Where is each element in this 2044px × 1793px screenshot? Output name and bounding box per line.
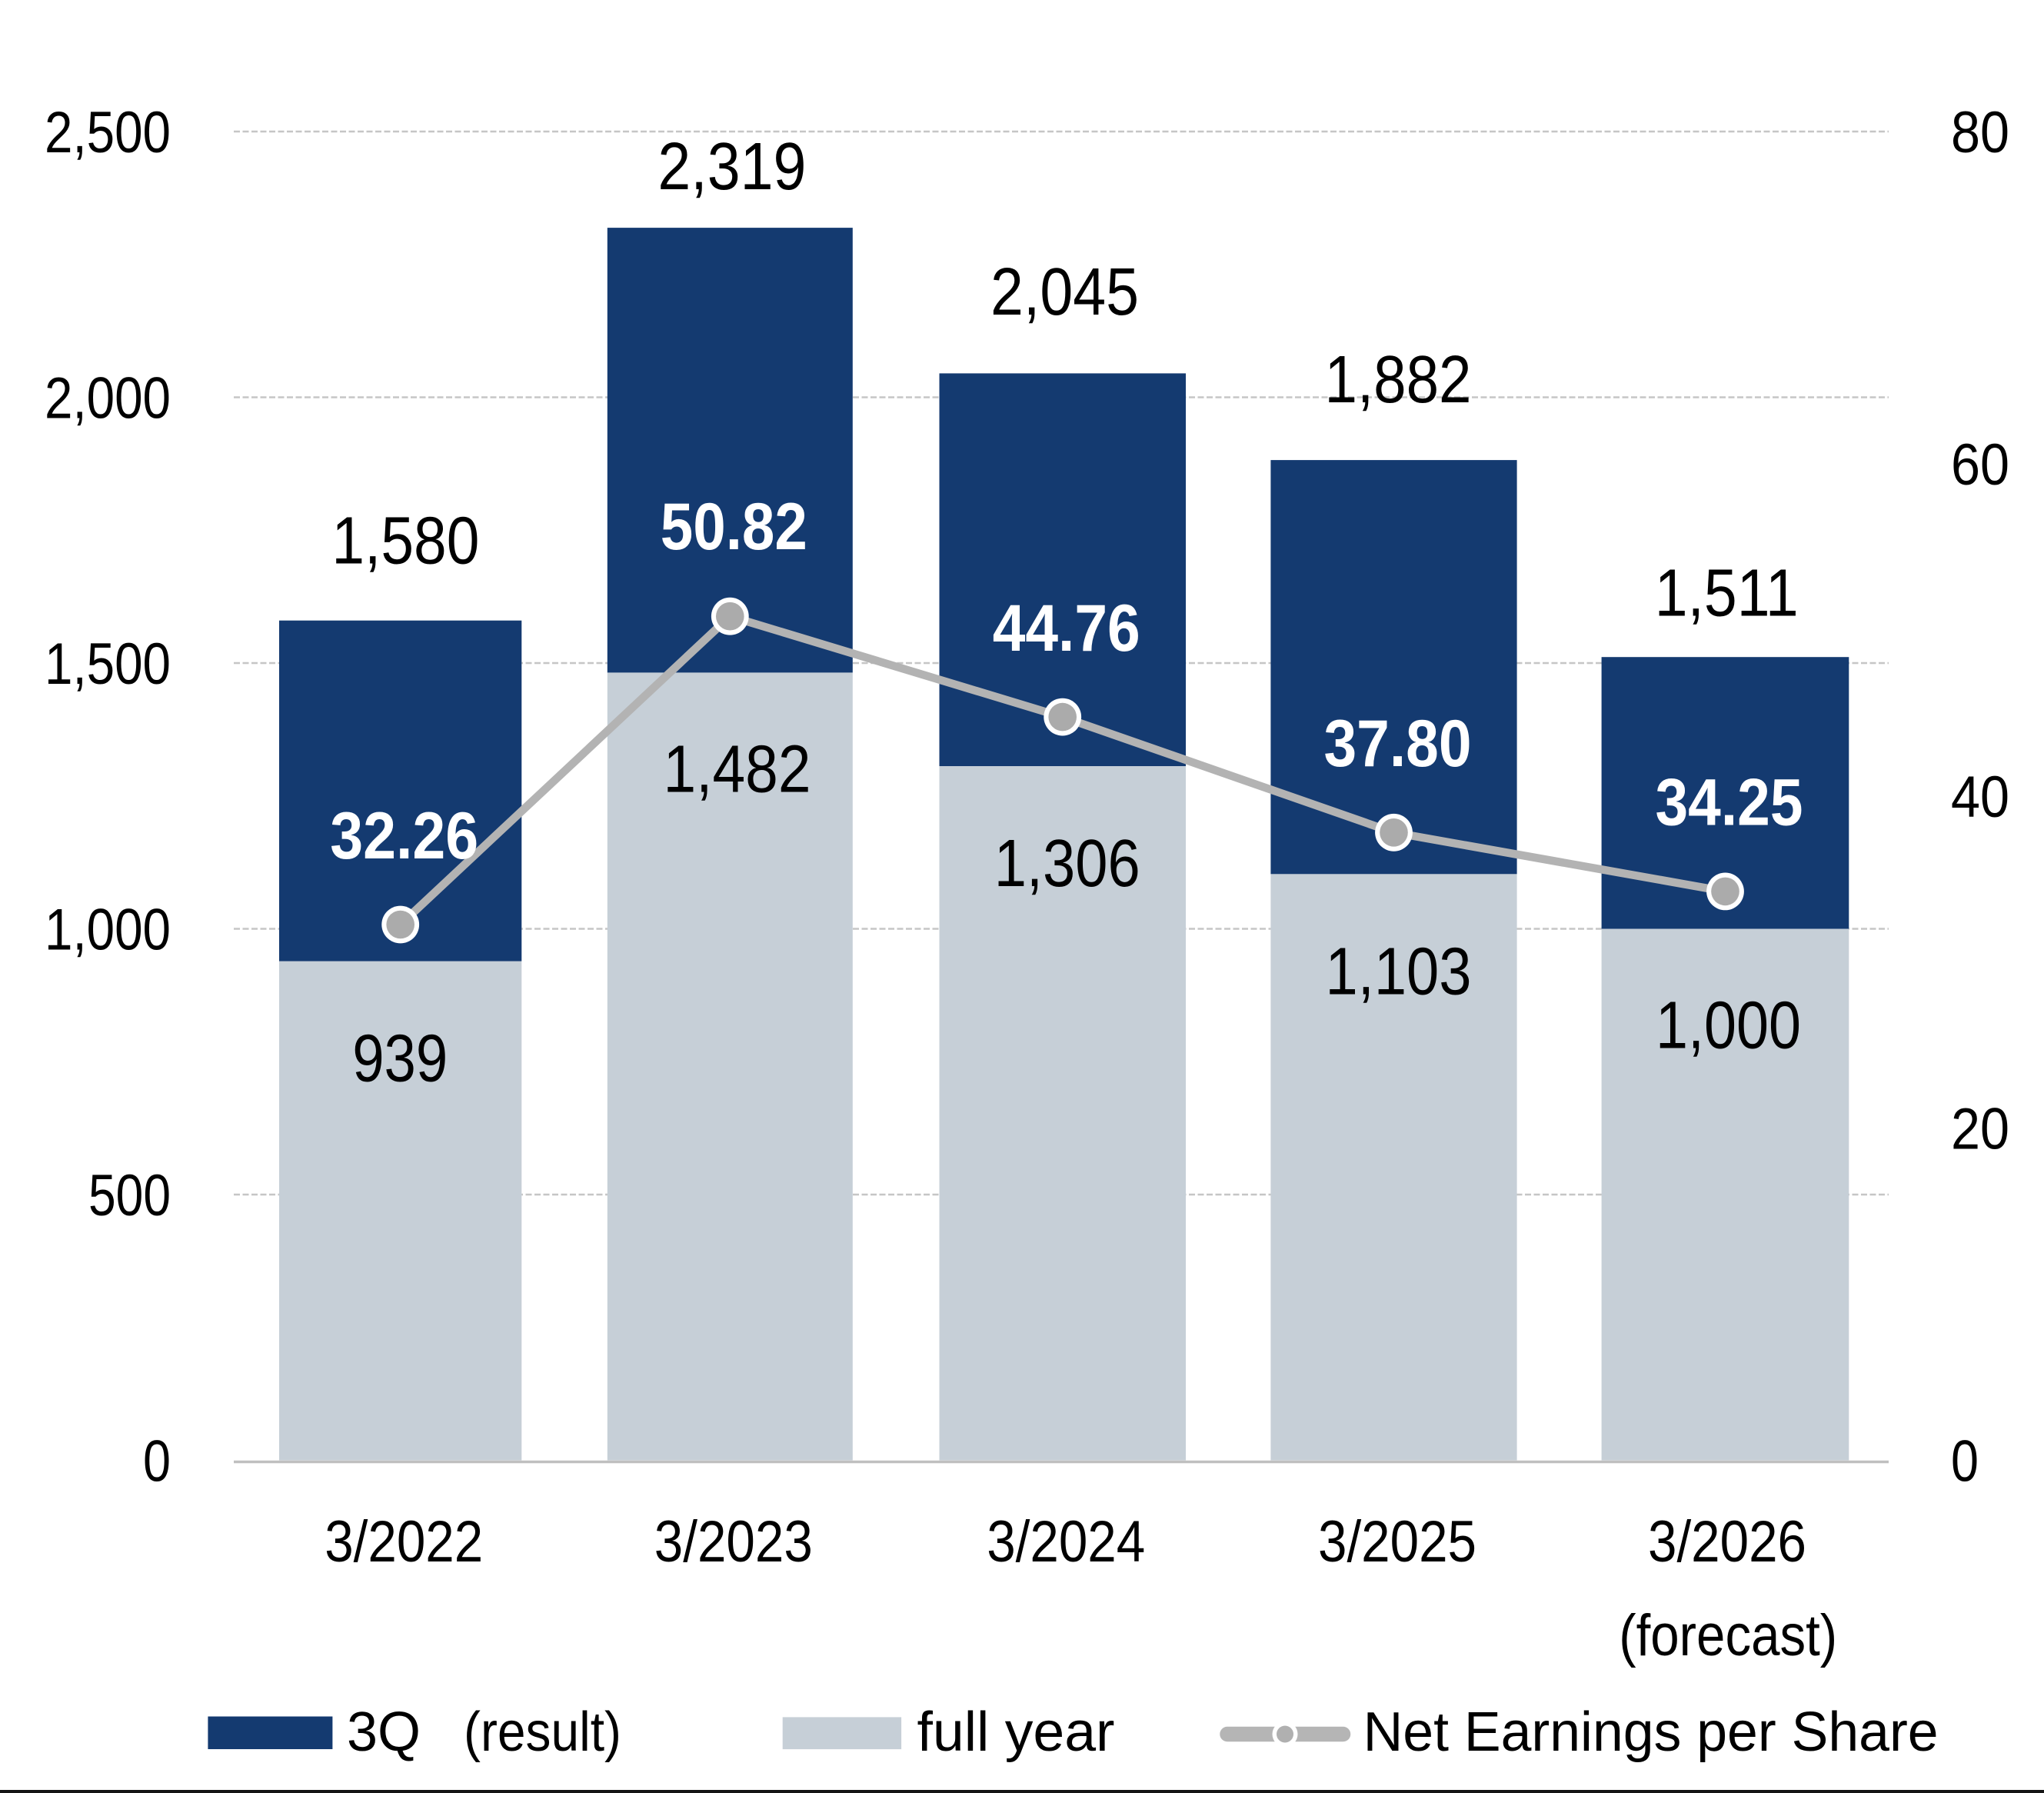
svg-text:3/2022: 3/2022 — [325, 1509, 483, 1575]
svg-text:32.26: 32.26 — [330, 799, 478, 873]
svg-text:1,482: 1,482 — [664, 732, 811, 807]
svg-text:full year: full year — [917, 1701, 1115, 1763]
svg-text:37.80: 37.80 — [1324, 707, 1472, 781]
svg-text:3/2023: 3/2023 — [654, 1509, 813, 1575]
svg-text:2,045: 2,045 — [990, 255, 1139, 329]
svg-text:3/2024: 3/2024 — [987, 1509, 1145, 1575]
svg-text:3/2026: 3/2026 — [1648, 1509, 1806, 1575]
svg-text:1,000: 1,000 — [45, 898, 171, 963]
svg-text:(forecast): (forecast) — [1619, 1603, 1837, 1668]
svg-text:Net Earnings per Share: Net Earnings per Share — [1363, 1701, 1939, 1763]
svg-text:(result): (result) — [464, 1701, 621, 1763]
svg-text:2,500: 2,500 — [45, 100, 171, 165]
svg-text:1,580: 1,580 — [331, 504, 479, 578]
svg-text:1,500: 1,500 — [45, 632, 171, 697]
svg-text:0: 0 — [143, 1429, 171, 1495]
svg-text:1,103: 1,103 — [1326, 934, 1472, 1008]
svg-text:60: 60 — [1951, 432, 2009, 498]
svg-text:1,306: 1,306 — [994, 826, 1140, 901]
svg-text:50.82: 50.82 — [661, 490, 807, 564]
svg-text:20: 20 — [1951, 1097, 2009, 1162]
svg-text:34.25: 34.25 — [1656, 766, 1803, 840]
svg-text:44.76: 44.76 — [993, 592, 1140, 665]
svg-text:2,319: 2,319 — [657, 129, 806, 204]
svg-text:1,882: 1,882 — [1325, 342, 1472, 417]
svg-text:939: 939 — [352, 1021, 448, 1096]
svg-text:3/2025: 3/2025 — [1318, 1509, 1476, 1575]
svg-text:40: 40 — [1951, 765, 2009, 830]
svg-text:2,000: 2,000 — [45, 366, 171, 432]
svg-text:1,511: 1,511 — [1655, 555, 1799, 630]
svg-text:80: 80 — [1951, 100, 2009, 165]
svg-text:500: 500 — [88, 1163, 171, 1228]
svg-text:0: 0 — [1951, 1429, 1979, 1495]
svg-text:3Q: 3Q — [347, 1701, 421, 1763]
svg-text:1,000: 1,000 — [1656, 988, 1801, 1062]
